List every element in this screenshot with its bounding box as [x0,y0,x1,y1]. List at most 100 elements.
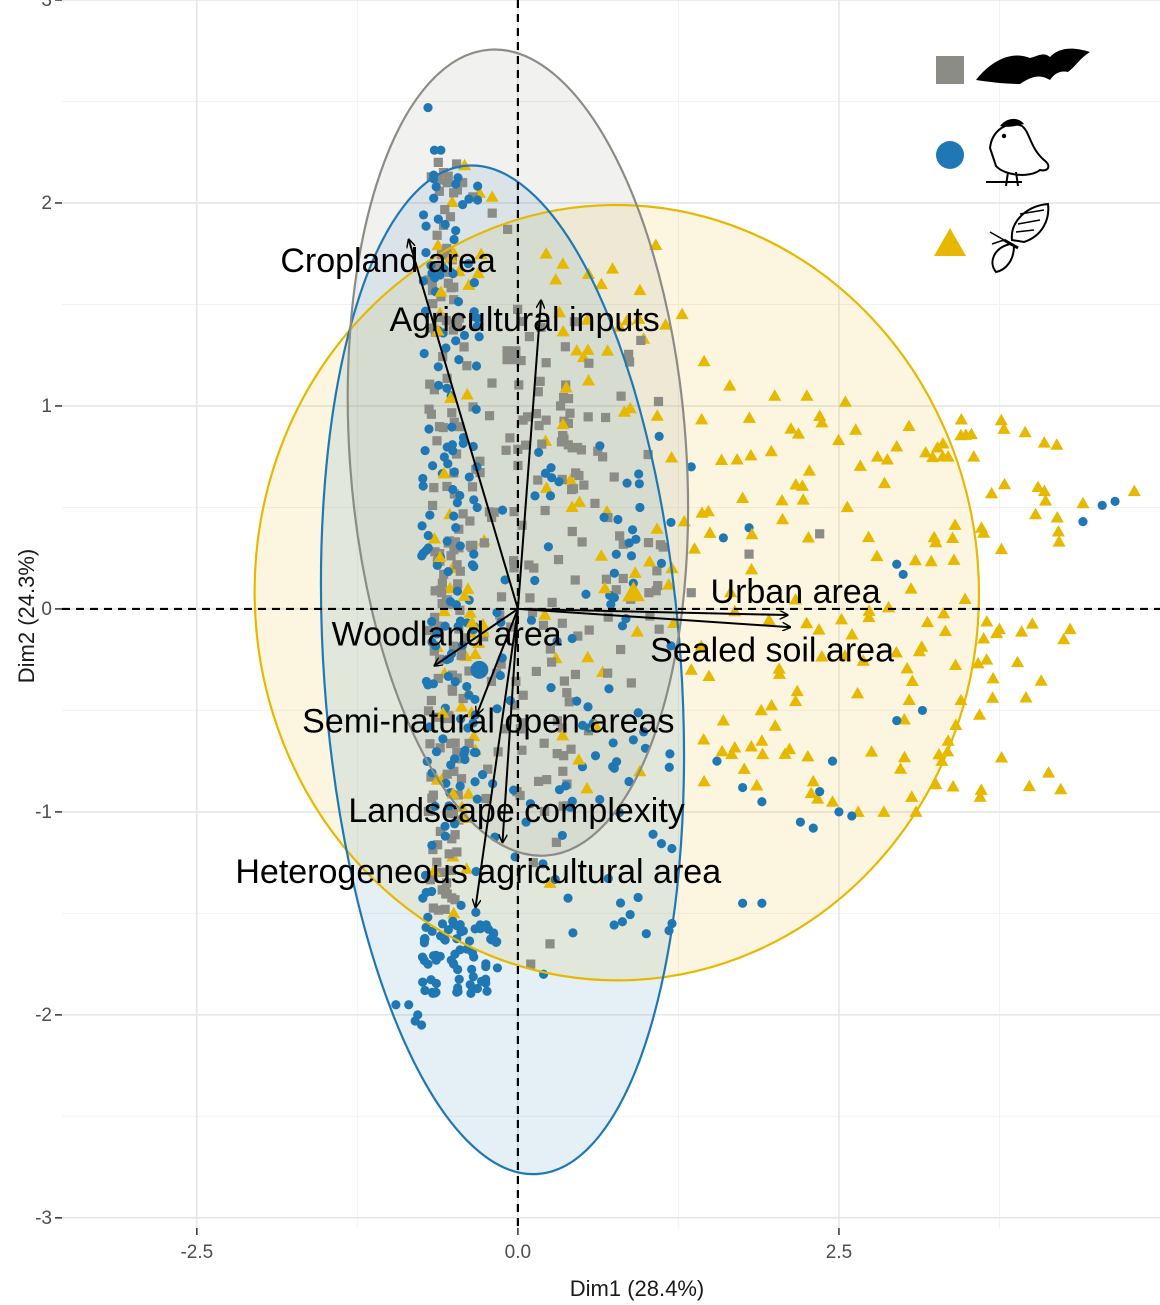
point-triangle [756,747,770,760]
point-square [579,480,589,490]
point-square [644,588,654,598]
point-triangle [549,273,563,285]
point-circle [464,194,474,204]
point-square [536,322,546,332]
point-triangle [476,618,490,630]
y-tick-label: -3 [35,1208,52,1229]
point-triangle [697,774,711,787]
point-square [643,538,654,548]
point-circle [458,926,469,936]
point-triangle [701,504,715,517]
point-circle [404,1000,414,1010]
point-triangle [768,719,782,731]
point-circle [635,502,645,513]
point-square [440,904,450,914]
butterfly-antennae [989,231,1005,245]
point-square [425,875,436,885]
point-triangle [765,698,779,711]
point-triangle [633,283,647,296]
point-square [455,566,465,576]
point-triangle [936,436,950,449]
point-circle [475,920,485,930]
point-circle [631,534,641,544]
point-square [459,342,469,352]
point-triangle [581,650,595,663]
point-square [636,335,646,346]
bat-icon [976,48,1090,84]
point-triangle [588,718,602,730]
point-circle [545,491,556,501]
point-triangle [598,581,612,594]
point-triangle [832,433,846,446]
point-square [449,295,459,305]
point-circle [449,511,459,521]
point-square [552,749,562,759]
point-square [538,620,549,630]
point-triangle [986,691,1000,703]
point-triangle [643,555,657,567]
point-circle [437,919,448,929]
point-square [558,801,568,811]
point-circle [634,469,644,479]
point-circle [420,306,431,316]
point-circle [464,472,474,482]
point-square [452,747,462,758]
point-square [545,644,555,654]
point-square [435,743,445,753]
point-triangle [849,423,863,435]
point-triangle [800,616,814,629]
ellipse-outlines [253,48,981,1176]
point-triangle [992,622,1007,635]
point-circle [418,548,428,558]
point-circle [898,569,908,580]
point-triangle [994,542,1009,555]
point-triangle [994,751,1009,763]
point-triangle [694,639,708,652]
point-circle [492,704,502,714]
point-triangle [630,625,644,637]
point-square [542,775,552,785]
point-triangle [443,251,458,263]
point-circle [609,568,619,578]
vector-arrow [476,608,519,907]
x-tick-label: -2.5 [180,1242,213,1263]
point-triangle [941,450,955,462]
point-triangle [620,313,634,326]
point-triangle [433,550,447,563]
bird-perch [986,171,1022,187]
point-circle [550,874,560,884]
point-circle [430,801,440,811]
point-square [429,646,439,656]
legend-marker-triangle [934,228,966,256]
point-circle [472,502,482,513]
point-circle [471,866,481,877]
point-circle [442,536,452,546]
point-triangle [948,518,962,530]
point-circle [448,269,458,279]
point-circle [470,777,480,787]
point-square [432,436,442,446]
point-square [442,713,452,724]
point-circle [509,785,519,795]
point-circle [557,830,567,841]
point-triangle [427,864,441,876]
point-circle [428,461,438,471]
point-circle [469,952,479,962]
point-circle [427,840,437,850]
point-circle [471,907,481,917]
point-circle [433,380,444,390]
point-triangle [994,413,1008,426]
point-square [563,393,574,404]
point-circle [433,214,443,224]
point-circle [469,312,480,322]
point-triangle [864,745,879,757]
point-circle [892,559,902,569]
point-circle [469,549,479,559]
point-triangle [801,749,815,762]
point-circle [418,977,428,987]
point-square [501,445,511,455]
point-square [566,744,576,754]
point-triangle [462,278,476,290]
point-circle [492,936,502,947]
point-circle [466,988,476,999]
